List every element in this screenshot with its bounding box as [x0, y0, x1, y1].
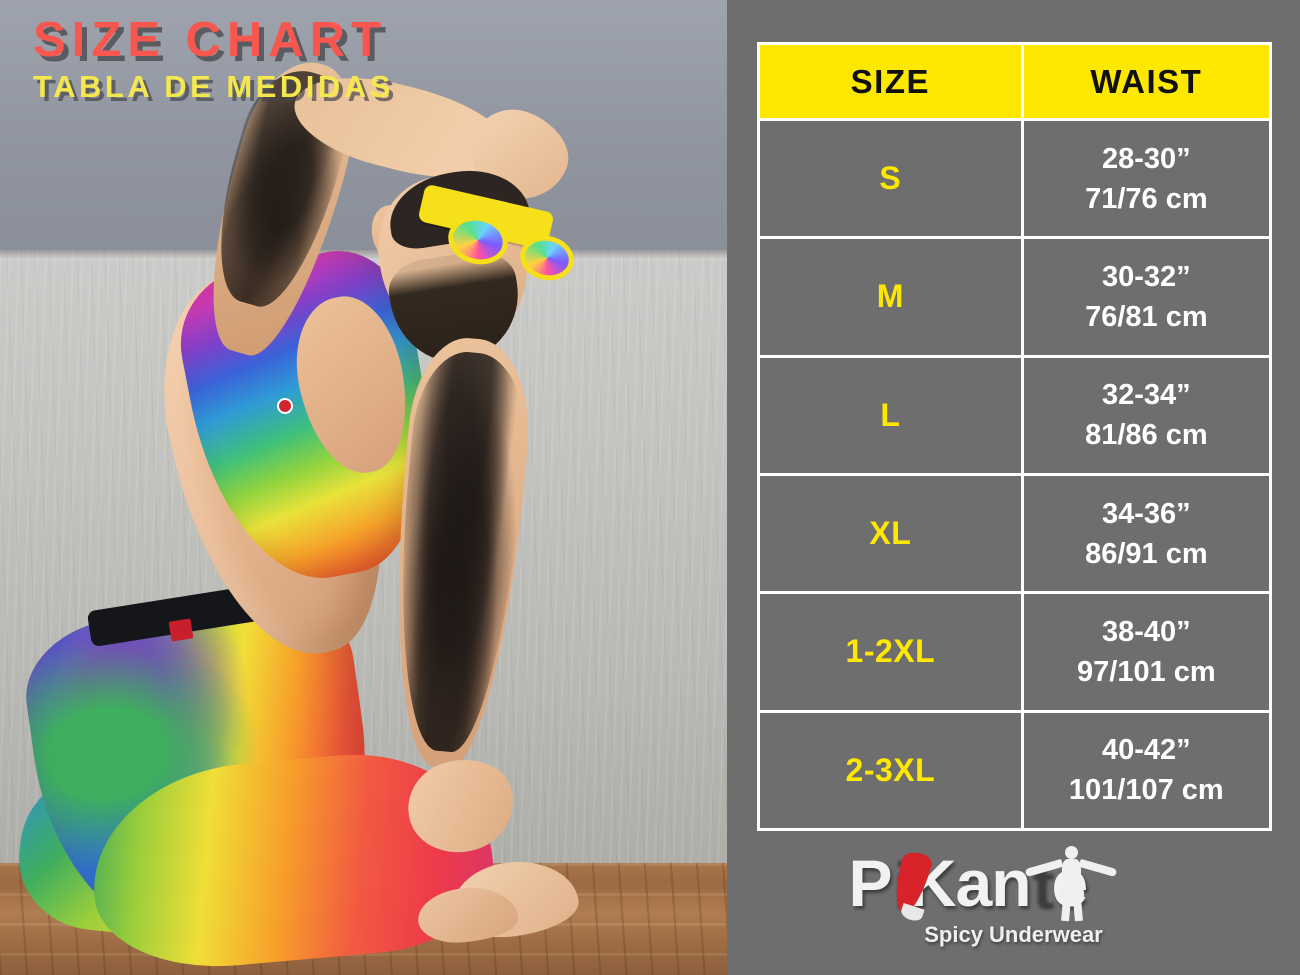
- brand-logo: PiKante Spicy Underwear: [727, 846, 1300, 966]
- cell-waist: 28-30” 71/76 cm: [1020, 117, 1273, 240]
- waist-inches: 38-40”: [1102, 615, 1191, 648]
- cell-waist: 40-42” 101/107 cm: [1020, 709, 1273, 832]
- waist-inches: 32-34”: [1102, 379, 1191, 412]
- brand-letter-p: P: [848, 846, 893, 920]
- waistband-brand-tag: [168, 618, 194, 642]
- cell-size: 1-2XL: [757, 591, 1024, 713]
- waist-centimeters: 97/101 cm: [1077, 655, 1216, 688]
- table-head: SIZE WAIST: [757, 42, 1273, 121]
- waist-inches: 34-36”: [1102, 497, 1191, 530]
- page-title: SIZE CHART: [33, 13, 387, 67]
- cell-size: S: [757, 117, 1024, 240]
- table-row: 1-2XL 38-40” 97/101 cm: [757, 591, 1273, 713]
- page-subtitle: TABLA DE MEDIDAS: [33, 69, 394, 104]
- column-header-waist: WAIST: [1020, 42, 1273, 121]
- waist-inches: 40-42”: [1102, 734, 1191, 767]
- wall-seam: [0, 250, 727, 260]
- column-header-size: SIZE: [757, 42, 1024, 121]
- table-row: 2-3XL 40-42” 101/107 cm: [757, 709, 1273, 832]
- waist-inches: 30-32”: [1102, 260, 1191, 293]
- waist-centimeters: 101/107 cm: [1068, 774, 1224, 807]
- table-row: S 28-30” 71/76 cm: [757, 117, 1273, 240]
- cell-waist: 32-34” 81/86 cm: [1020, 354, 1273, 476]
- cell-waist: 34-36” 86/91 cm: [1020, 472, 1273, 595]
- table-row: L 32-34” 81/86 cm: [757, 354, 1273, 476]
- table-body: S 28-30” 71/76 cm M 30-32” 76/81 cm L: [757, 117, 1273, 832]
- cell-waist: 38-40” 97/101 cm: [1020, 591, 1273, 713]
- waist-inches: 28-30”: [1102, 142, 1191, 175]
- table-row: M 30-32” 76/81 cm: [757, 236, 1273, 358]
- cell-size: 2-3XL: [757, 709, 1024, 832]
- cell-size: XL: [757, 472, 1024, 595]
- cell-waist: 30-32” 76/81 cm: [1020, 236, 1273, 358]
- waist-centimeters: 86/91 cm: [1085, 537, 1208, 570]
- model-photo: [0, 0, 727, 975]
- table-header-row: SIZE WAIST: [757, 42, 1273, 121]
- table-row: XL 34-36” 86/91 cm: [757, 472, 1273, 595]
- waist-centimeters: 81/86 cm: [1085, 419, 1208, 452]
- man-silhouette-icon: [1024, 846, 1117, 922]
- model-figure: [12, 48, 582, 975]
- size-chart-table: SIZE WAIST S 28-30” 71/76 cm M 30-32”: [757, 42, 1273, 832]
- cell-size: L: [757, 354, 1024, 476]
- waist-centimeters: 76/81 cm: [1085, 300, 1208, 333]
- title-block: SIZE CHART TABLA DE MEDIDAS: [33, 13, 394, 104]
- brand-tagline: Spicy Underwear: [924, 922, 1103, 947]
- cell-size: M: [757, 236, 1024, 358]
- waist-centimeters: 71/76 cm: [1085, 182, 1208, 215]
- right-panel: SIZE WAIST S 28-30” 71/76 cm M 30-32”: [727, 0, 1300, 975]
